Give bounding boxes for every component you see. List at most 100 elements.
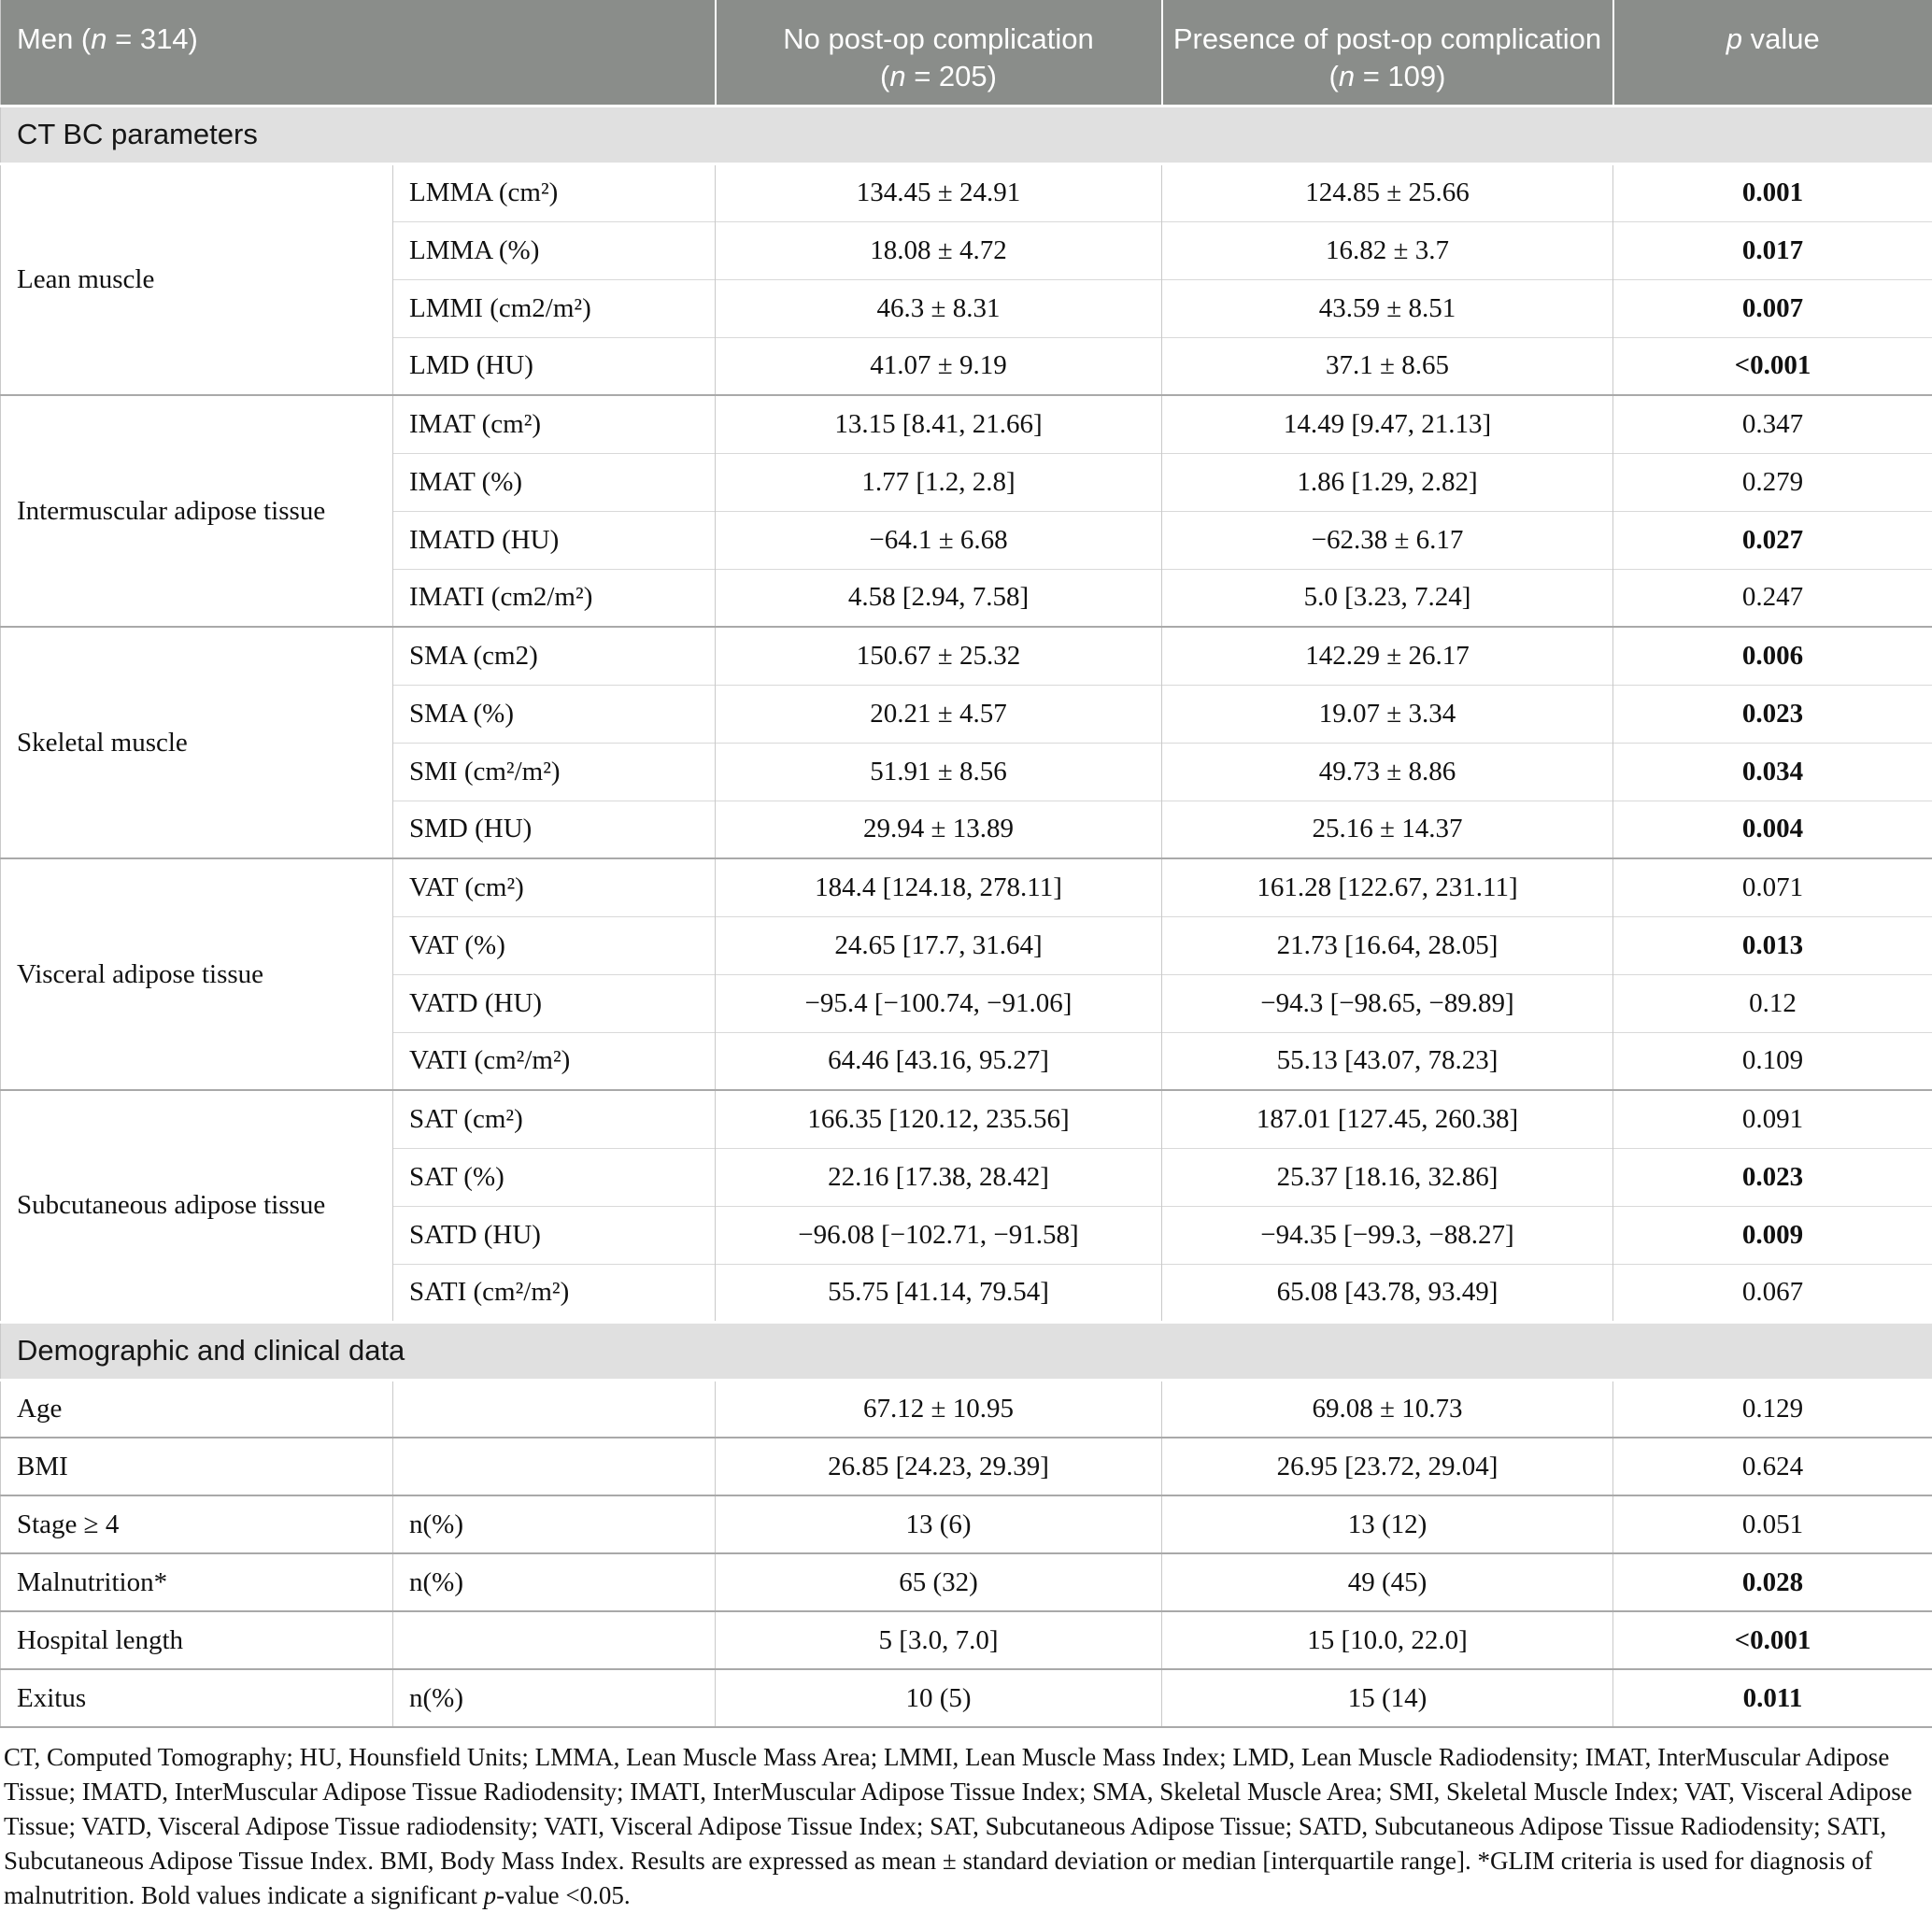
pvalue-cell: 0.004 [1613,801,1932,858]
param-label: SAT (%) [393,1148,716,1206]
value-cell: 142.29 ± 26.17 [1162,627,1613,685]
value-cell: 51.91 ± 8.56 [716,743,1162,801]
pvalue-cell: 0.017 [1613,221,1932,279]
pvalue-cell: 0.091 [1613,1090,1932,1148]
group-label: Lean muscle [1,163,393,395]
value-cell: 24.65 [17.7, 31.64] [716,916,1162,974]
pvalue-cell: 0.067 [1613,1264,1932,1322]
footnote: CT, Computed Tomography; HU, Hounsfield … [0,1740,1932,1913]
footnote-p-italic: p [484,1881,497,1909]
body-composition-table: Men (n = 314) No post-op complication(n … [0,0,1932,1728]
param-label: SMA (cm2) [393,627,716,685]
table-row: Hospital length 5 [3.0, 7.0] 15 [10.0, 2… [1,1611,1932,1669]
value-cell: 18.08 ± 4.72 [716,221,1162,279]
header-no-complication-n: n [889,60,905,92]
header-men-text: Men ( [17,22,91,55]
param-label: SMD (HU) [393,801,716,858]
section-band-ct: CT BC parameters [1,106,1932,163]
param-label [393,1380,716,1438]
pvalue-cell: 0.011 [1613,1669,1932,1727]
value-cell: 25.37 [18.16, 32.86] [1162,1148,1613,1206]
header-presence-count: = 109) [1355,60,1445,92]
param-label: VAT (%) [393,916,716,974]
value-cell: 1.86 [1.29, 2.82] [1162,453,1613,511]
header-men-count: = 314) [107,22,198,55]
value-cell: 184.4 [124.18, 278.11] [716,858,1162,916]
value-cell: 49 (45) [1162,1553,1613,1611]
header-p-italic: p [1726,22,1742,55]
value-cell: 10 (5) [716,1669,1162,1727]
param-label: LMMI (cm2/m²) [393,279,716,337]
pvalue-cell: 0.347 [1613,395,1932,453]
pvalue-cell: 0.279 [1613,453,1932,511]
value-cell: 13 (12) [1162,1495,1613,1553]
value-cell: 21.73 [16.64, 28.05] [1162,916,1613,974]
value-cell: 13.15 [8.41, 21.66] [716,395,1162,453]
value-cell: 4.58 [2.94, 7.58] [716,569,1162,627]
value-cell: 49.73 ± 8.86 [1162,743,1613,801]
footnote-tail: -value <0.05. [496,1881,630,1909]
value-cell: 25.16 ± 14.37 [1162,801,1613,858]
header-no-complication: No post-op complication(n = 205) [716,0,1162,106]
pvalue-cell: 0.023 [1613,1148,1932,1206]
value-cell: 67.12 ± 10.95 [716,1380,1162,1438]
pvalue-cell: 0.028 [1613,1553,1932,1611]
header-presence-complication: Presence of post-op complication (n = 10… [1162,0,1613,106]
table-row: Malnutrition* n(%) 65 (32) 49 (45) 0.028 [1,1553,1932,1611]
value-cell: 20.21 ± 4.57 [716,685,1162,743]
row-label: Malnutrition* [1,1553,393,1611]
header-presence-n: n [1339,60,1355,92]
value-cell: −96.08 [−102.71, −91.58] [716,1206,1162,1264]
pvalue-cell: 0.109 [1613,1032,1932,1090]
table-row: Visceral adipose tissue VAT (cm²) 184.4 … [1,858,1932,916]
value-cell: 15 [10.0, 22.0] [1162,1611,1613,1669]
header-no-complication-count: = 205) [906,60,997,92]
param-label: LMMA (cm²) [393,163,716,221]
header-row: Men (n = 314) No post-op complication(n … [1,0,1932,106]
param-label: SAT (cm²) [393,1090,716,1148]
row-label: BMI [1,1438,393,1495]
param-label: SATI (cm²/m²) [393,1264,716,1322]
pvalue-cell: 0.027 [1613,511,1932,569]
value-cell: 55.75 [41.14, 79.54] [716,1264,1162,1322]
value-cell: 19.07 ± 3.34 [1162,685,1613,743]
value-cell: 41.07 ± 9.19 [716,337,1162,395]
param-label [393,1438,716,1495]
value-cell: −64.1 ± 6.68 [716,511,1162,569]
value-cell: 134.45 ± 24.91 [716,163,1162,221]
param-label: LMD (HU) [393,337,716,395]
header-men: Men (n = 314) [1,0,716,106]
section-title-demographic: Demographic and clinical data [1,1322,1932,1380]
value-cell: 65.08 [43.78, 93.49] [1162,1264,1613,1322]
param-label: n(%) [393,1553,716,1611]
table-row: Stage ≥ 4 n(%) 13 (6) 13 (12) 0.051 [1,1495,1932,1553]
param-label: VATI (cm²/m²) [393,1032,716,1090]
value-cell: 37.1 ± 8.65 [1162,337,1613,395]
param-label: n(%) [393,1495,716,1553]
section-band-demographic: Demographic and clinical data [1,1322,1932,1380]
value-cell: 16.82 ± 3.7 [1162,221,1613,279]
param-label: LMMA (%) [393,221,716,279]
footnote-text: CT, Computed Tomography; HU, Hounsfield … [4,1743,1912,1909]
value-cell: −95.4 [−100.74, −91.06] [716,974,1162,1032]
value-cell: 46.3 ± 8.31 [716,279,1162,337]
header-men-n: n [91,22,107,55]
value-cell: 22.16 [17.38, 28.42] [716,1148,1162,1206]
value-cell: 150.67 ± 25.32 [716,627,1162,685]
table-row: BMI 26.85 [24.23, 29.39] 26.95 [23.72, 2… [1,1438,1932,1495]
pvalue-cell: 0.12 [1613,974,1932,1032]
param-label: IMAT (%) [393,453,716,511]
row-label: Age [1,1380,393,1438]
value-cell: 166.35 [120.12, 235.56] [716,1090,1162,1148]
value-cell: 29.94 ± 13.89 [716,801,1162,858]
value-cell: 26.95 [23.72, 29.04] [1162,1438,1613,1495]
value-cell: 13 (6) [716,1495,1162,1553]
table-row: Lean muscle LMMA (cm²) 134.45 ± 24.91 12… [1,163,1932,221]
param-label: VAT (cm²) [393,858,716,916]
group-label: Subcutaneous adipose tissue [1,1090,393,1322]
value-cell: 15 (14) [1162,1669,1613,1727]
pvalue-cell: 0.071 [1613,858,1932,916]
pvalue-cell: 0.034 [1613,743,1932,801]
value-cell: 65 (32) [716,1553,1162,1611]
header-no-complication-text: No post-op complication [783,22,1094,55]
